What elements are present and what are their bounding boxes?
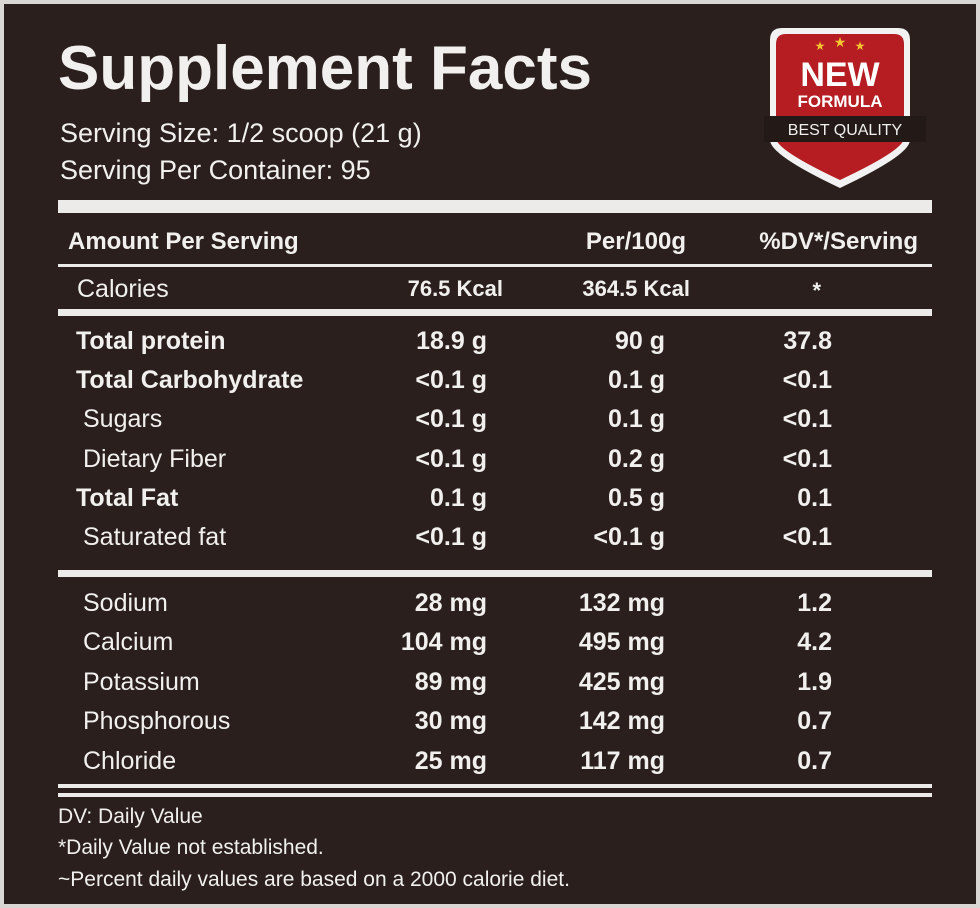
star: ★ <box>855 39 866 53</box>
nutrient-value: 425 mg <box>578 667 665 696</box>
calories-serving: 76.5 Kcal <box>407 276 503 301</box>
servings-per-container: Serving Per Container: 95 <box>60 155 371 185</box>
nutrient-value: 89 mg <box>414 667 487 696</box>
badge-formula: FORMULA <box>798 92 883 111</box>
serving-size: Serving Size: 1/2 scoop (21 g) <box>60 118 422 148</box>
footnote: DV: Daily Value <box>58 805 203 828</box>
nutrient-name: Total Fat <box>76 483 179 512</box>
nutrient-name: Total protein <box>76 327 226 355</box>
column-header: %DV*/Serving <box>759 228 918 255</box>
nutrient-name: Chloride <box>83 746 177 775</box>
nutrient-value: <0.1 g <box>415 444 487 473</box>
nutrient-name: Potassium <box>83 667 200 696</box>
nutrient-value: 18.9 g <box>416 327 487 355</box>
nutrient-value: 0.2 g <box>608 444 665 473</box>
nutrient-name: Calcium <box>83 628 174 657</box>
nutrient-value: 0.1 g <box>430 483 487 512</box>
nutrient-value: <0.1 <box>782 523 832 551</box>
footnote: *Daily Value not established. <box>58 836 324 859</box>
nutrient-value: 28 mg <box>414 589 487 617</box>
nutrient-value: 0.1 g <box>608 366 665 395</box>
nutrient-name: Total Carbohydrate <box>76 366 304 395</box>
nutrient-value: 90 g <box>614 327 665 355</box>
nutrient-value: <0.1 g <box>593 523 665 551</box>
nutrient-value: 104 mg <box>400 628 487 657</box>
nutrient-value: 1.2 <box>797 589 832 617</box>
nutrient-value: 37.8 <box>783 327 832 355</box>
nutrient-value: 132 mg <box>578 589 665 617</box>
calories-100g: 364.5 Kcal <box>582 276 690 301</box>
badge-ribbon-text: BEST QUALITY <box>788 122 903 139</box>
badge-new: NEW <box>800 56 880 94</box>
nutrient-value: 0.1 g <box>608 405 665 434</box>
nutrient-value: 117 mg <box>580 746 665 775</box>
nutrient-name: Dietary Fiber <box>83 444 227 473</box>
nutrient-name: Saturated fat <box>83 523 227 551</box>
title: Supplement Facts <box>58 34 592 103</box>
nutrient-value: 1.9 <box>797 667 832 696</box>
nutrient-value: <0.1 g <box>415 366 487 395</box>
nutrient-value: <0.1 g <box>415 523 487 551</box>
nutrient-value: 495 mg <box>578 628 665 657</box>
nutrient-name: Phosphorous <box>83 707 231 736</box>
column-header: Per/100g <box>585 228 686 255</box>
calories-dv: * <box>812 278 821 303</box>
nutrient-value: 142 mg <box>578 707 665 736</box>
column-header: Amount Per Serving <box>68 228 299 255</box>
double-rule <box>58 793 932 797</box>
thick-rule <box>58 200 932 213</box>
nutrient-value: <0.1 <box>782 444 832 473</box>
nutrient-value: 25 mg <box>414 746 487 775</box>
nutrient-name: Sodium <box>83 589 168 617</box>
nutrient-value: 0.1 <box>797 483 832 512</box>
nutrient-value: 0.7 <box>797 746 832 775</box>
nutrient-name: Sugars <box>83 405 163 434</box>
star: ★ <box>815 39 826 53</box>
badge: ★ ★ ★ NEW FORMULA BEST QUALITY <box>764 28 926 188</box>
thin-rule <box>58 264 932 267</box>
nutrient-value: 0.5 g <box>608 483 665 512</box>
nutrient-value: <0.1 g <box>415 405 487 434</box>
star: ★ <box>834 34 847 50</box>
nutrient-value: <0.1 <box>782 366 832 395</box>
nutrient-value: 4.2 <box>797 628 832 657</box>
thick-rule <box>58 309 932 316</box>
badge-ribbon <box>764 116 926 142</box>
nutrient-value: 0.7 <box>797 707 832 736</box>
footnote: ~Percent daily values are based on a 200… <box>58 868 570 891</box>
thick-rule <box>58 570 932 577</box>
nutrient-value: <0.1 <box>782 405 832 434</box>
supplement-label: Supplement Facts Serving Size: 1/2 scoop… <box>4 4 976 904</box>
double-rule <box>58 784 932 788</box>
nutrient-value: 30 mg <box>414 707 487 736</box>
badge-shield <box>776 34 904 180</box>
calories-label: Calories <box>77 275 169 303</box>
